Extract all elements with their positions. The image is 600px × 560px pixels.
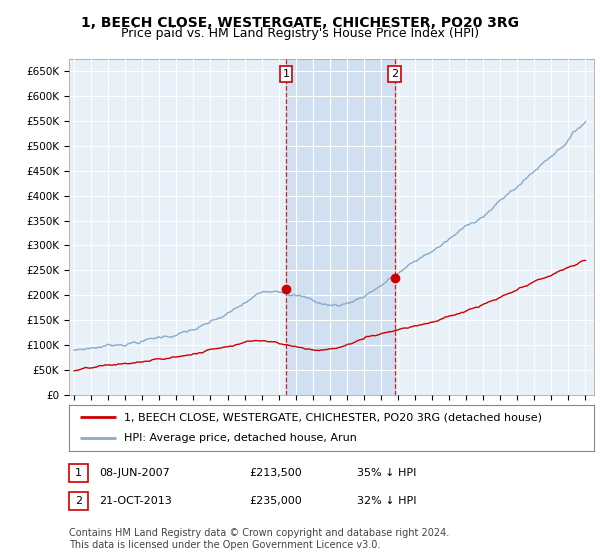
Text: 32% ↓ HPI: 32% ↓ HPI: [357, 496, 416, 506]
Text: 1, BEECH CLOSE, WESTERGATE, CHICHESTER, PO20 3RG (detached house): 1, BEECH CLOSE, WESTERGATE, CHICHESTER, …: [124, 412, 542, 422]
Text: 2: 2: [75, 496, 82, 506]
Text: 21-OCT-2013: 21-OCT-2013: [99, 496, 172, 506]
Text: £235,000: £235,000: [249, 496, 302, 506]
Text: 1: 1: [283, 69, 290, 79]
Text: 1: 1: [75, 468, 82, 478]
Text: Contains HM Land Registry data © Crown copyright and database right 2024.: Contains HM Land Registry data © Crown c…: [69, 528, 449, 538]
Text: This data is licensed under the Open Government Licence v3.0.: This data is licensed under the Open Gov…: [69, 540, 380, 550]
Text: 35% ↓ HPI: 35% ↓ HPI: [357, 468, 416, 478]
Bar: [286, 59, 395, 395]
Text: 08-JUN-2007: 08-JUN-2007: [99, 468, 170, 478]
Text: 2: 2: [391, 69, 398, 79]
Text: 1, BEECH CLOSE, WESTERGATE, CHICHESTER, PO20 3RG: 1, BEECH CLOSE, WESTERGATE, CHICHESTER, …: [81, 16, 519, 30]
Text: £213,500: £213,500: [249, 468, 302, 478]
Text: HPI: Average price, detached house, Arun: HPI: Average price, detached house, Arun: [124, 433, 357, 444]
Text: Price paid vs. HM Land Registry's House Price Index (HPI): Price paid vs. HM Land Registry's House …: [121, 27, 479, 40]
